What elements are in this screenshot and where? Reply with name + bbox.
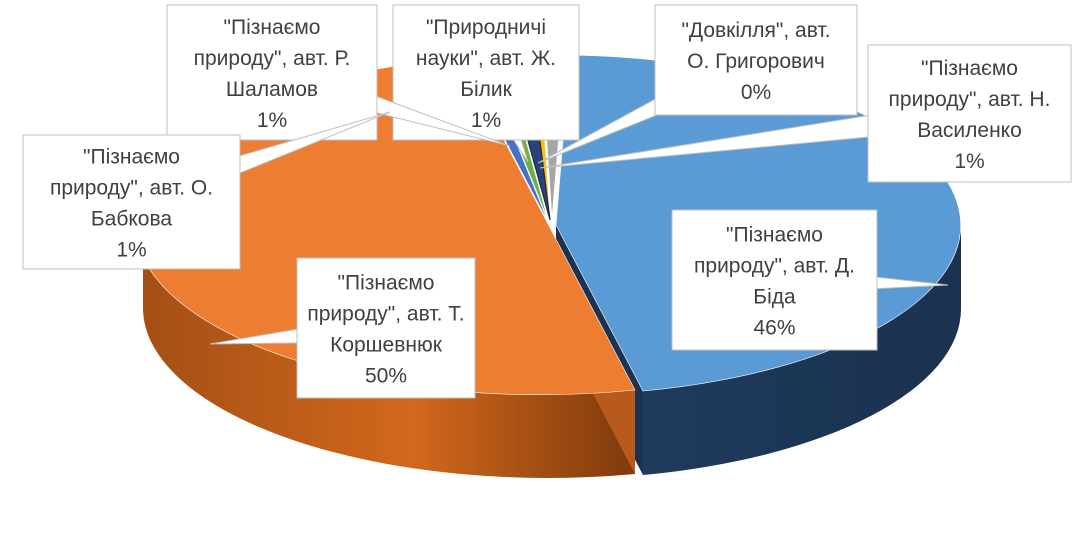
data-label-percent: 1% bbox=[116, 239, 146, 262]
data-label-6: "Пізнаємо природу", авт. О. Бабкова 1% bbox=[22, 111, 391, 270]
data-label-box-fill bbox=[656, 6, 856, 114]
data-label-box-fill bbox=[673, 211, 876, 349]
data-label-text: природу", авт. Р. bbox=[194, 47, 351, 70]
data-label-text: Шаламов bbox=[226, 78, 318, 101]
data-label-text: "Пізнаємо bbox=[338, 272, 435, 295]
data-label-text: природу", авт. О. bbox=[50, 177, 213, 200]
data-label-text: "Пізнаємо bbox=[921, 57, 1018, 80]
data-label-4: "Природничі науки", авт. Ж. Білик 1% bbox=[392, 4, 580, 163]
data-label-text: Біда bbox=[753, 286, 796, 309]
data-label-text: "Пізнаємо bbox=[726, 224, 823, 247]
pie-slice-side-0 bbox=[143, 224, 635, 478]
data-label-text: Коршевнюк bbox=[330, 334, 443, 357]
data-label-text: науки", авт. Ж. bbox=[416, 47, 556, 70]
data-label-text: "Пізнаємо bbox=[83, 146, 180, 169]
data-label-box-fill bbox=[869, 46, 1070, 181]
pie-slice-side-1 bbox=[643, 225, 961, 475]
data-label-3: "Довкілля", авт. О. Григорович 0% bbox=[537, 4, 858, 164]
data-label-0: "Пізнаємо природу", авт. Т. Коршевнюк 50% bbox=[209, 257, 476, 399]
data-label-text: "Природничі bbox=[426, 16, 546, 39]
data-label-text: природу", авт. Д. bbox=[694, 255, 855, 278]
data-label-5: "Пізнаємо природу", авт. Р. Шаламов 1% bbox=[166, 4, 511, 147]
data-label-text: Бабкова bbox=[91, 208, 173, 231]
data-label-percent: 1% bbox=[471, 109, 501, 132]
data-label-text: Білик bbox=[460, 78, 512, 101]
data-label-box-fill bbox=[168, 6, 376, 139]
data-label-text: природу", авт. Т. bbox=[307, 303, 464, 326]
data-label-text: природу", авт. Н. bbox=[889, 88, 1051, 111]
data-label-percent: 50% bbox=[365, 365, 407, 388]
data-label-box-fill bbox=[24, 136, 239, 268]
data-label-2: "Пізнаємо природу", авт. Н. Василенко 1% bbox=[539, 44, 1072, 183]
data-label-text: О. Григорович bbox=[687, 50, 825, 73]
data-label-text: Василенко bbox=[917, 119, 1022, 142]
data-label-box-fill bbox=[298, 259, 474, 397]
data-label-percent: 0% bbox=[741, 81, 771, 104]
data-label-percent: 46% bbox=[753, 317, 795, 340]
data-label-percent: 1% bbox=[257, 109, 287, 132]
data-label-percent: 1% bbox=[954, 150, 984, 173]
data-label-text: "Довкілля", авт. bbox=[681, 19, 830, 42]
data-label-1: "Пізнаємо природу", авт. Д. Біда 46% bbox=[671, 209, 949, 351]
data-label-text: "Пізнаємо bbox=[224, 16, 321, 39]
